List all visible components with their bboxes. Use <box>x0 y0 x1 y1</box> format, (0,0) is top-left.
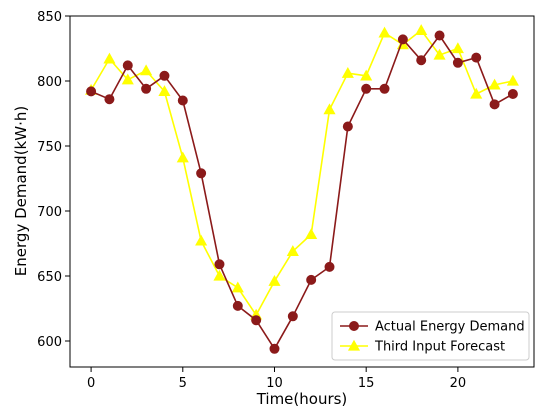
legend-box <box>331 311 530 361</box>
data-point <box>489 99 500 110</box>
data-point <box>471 52 482 63</box>
y-tick-label: 700 <box>37 205 62 220</box>
data-point <box>378 26 391 38</box>
data-point <box>213 269 226 281</box>
data-point <box>416 55 427 66</box>
x-axis-label: Time(hours) <box>256 390 348 408</box>
data-point <box>158 85 171 97</box>
legend-marker <box>349 321 359 331</box>
data-point <box>470 87 483 99</box>
data-point <box>122 60 133 71</box>
data-point <box>141 83 152 94</box>
x-tick-label: 5 <box>179 376 187 391</box>
data-point <box>196 168 207 179</box>
data-point <box>177 95 188 106</box>
x-axis: 0 5 10 15 20 <box>87 367 466 391</box>
x-tick-label: 15 <box>358 376 375 391</box>
y-axis-label: Energy Demand(kW·h) <box>12 106 30 276</box>
series-line <box>90 29 514 316</box>
data-point <box>195 234 208 246</box>
data-point <box>397 34 408 45</box>
legend-label: Actual Energy Demand <box>375 320 525 335</box>
data-point <box>104 94 115 105</box>
data-point <box>323 103 336 115</box>
data-point <box>433 48 446 60</box>
y-tick-label: 600 <box>37 335 62 350</box>
legend-entries: Actual Energy Demand Third Input Forecast <box>340 320 525 355</box>
y-tick-label: 750 <box>37 140 62 155</box>
data-point <box>86 86 97 97</box>
data-point <box>451 42 464 54</box>
data-point <box>488 78 501 90</box>
legend-marker <box>347 339 361 351</box>
y-tick-label: 850 <box>37 10 62 25</box>
data-point <box>306 274 317 285</box>
data-point <box>269 343 280 354</box>
x-tick-label: 0 <box>87 376 95 391</box>
data-point <box>360 69 373 81</box>
data-point <box>176 151 189 163</box>
series-1 <box>86 30 518 354</box>
data-point <box>415 24 428 35</box>
data-point <box>159 70 170 81</box>
legend-label: Third Input Forecast <box>374 340 505 355</box>
y-axis: 600 650 700 750 800 850 <box>37 10 70 350</box>
data-point <box>434 30 445 41</box>
y-tick-label: 650 <box>37 270 62 285</box>
data-point <box>506 74 519 86</box>
data-point <box>268 274 281 286</box>
data-point <box>214 259 225 270</box>
legend: Actual Energy Demand Third Input Forecast <box>331 311 530 361</box>
data-point <box>341 66 354 78</box>
legend-entry: Actual Energy Demand <box>340 320 525 335</box>
x-tick-label: 20 <box>450 376 467 391</box>
y-tick-label: 800 <box>37 75 62 90</box>
data-point <box>507 89 518 99</box>
data-point <box>379 83 390 94</box>
data-point <box>305 228 318 240</box>
data-point <box>251 315 262 326</box>
series-2 <box>85 24 519 320</box>
data-point <box>121 73 134 85</box>
plot-area <box>69 15 535 368</box>
series-layer <box>85 24 519 354</box>
data-point <box>103 52 116 64</box>
data-point <box>140 64 153 76</box>
x-tick-label: 10 <box>266 376 283 391</box>
legend-entry: Third Input Forecast <box>340 340 505 355</box>
series-line <box>90 34 514 350</box>
data-point <box>342 121 353 132</box>
data-point <box>361 83 372 94</box>
data-point <box>232 300 243 311</box>
data-point <box>231 281 244 293</box>
plot-frame <box>69 15 535 368</box>
data-point <box>286 245 299 256</box>
data-point <box>324 261 335 272</box>
data-point <box>287 311 298 322</box>
data-point <box>452 57 463 68</box>
